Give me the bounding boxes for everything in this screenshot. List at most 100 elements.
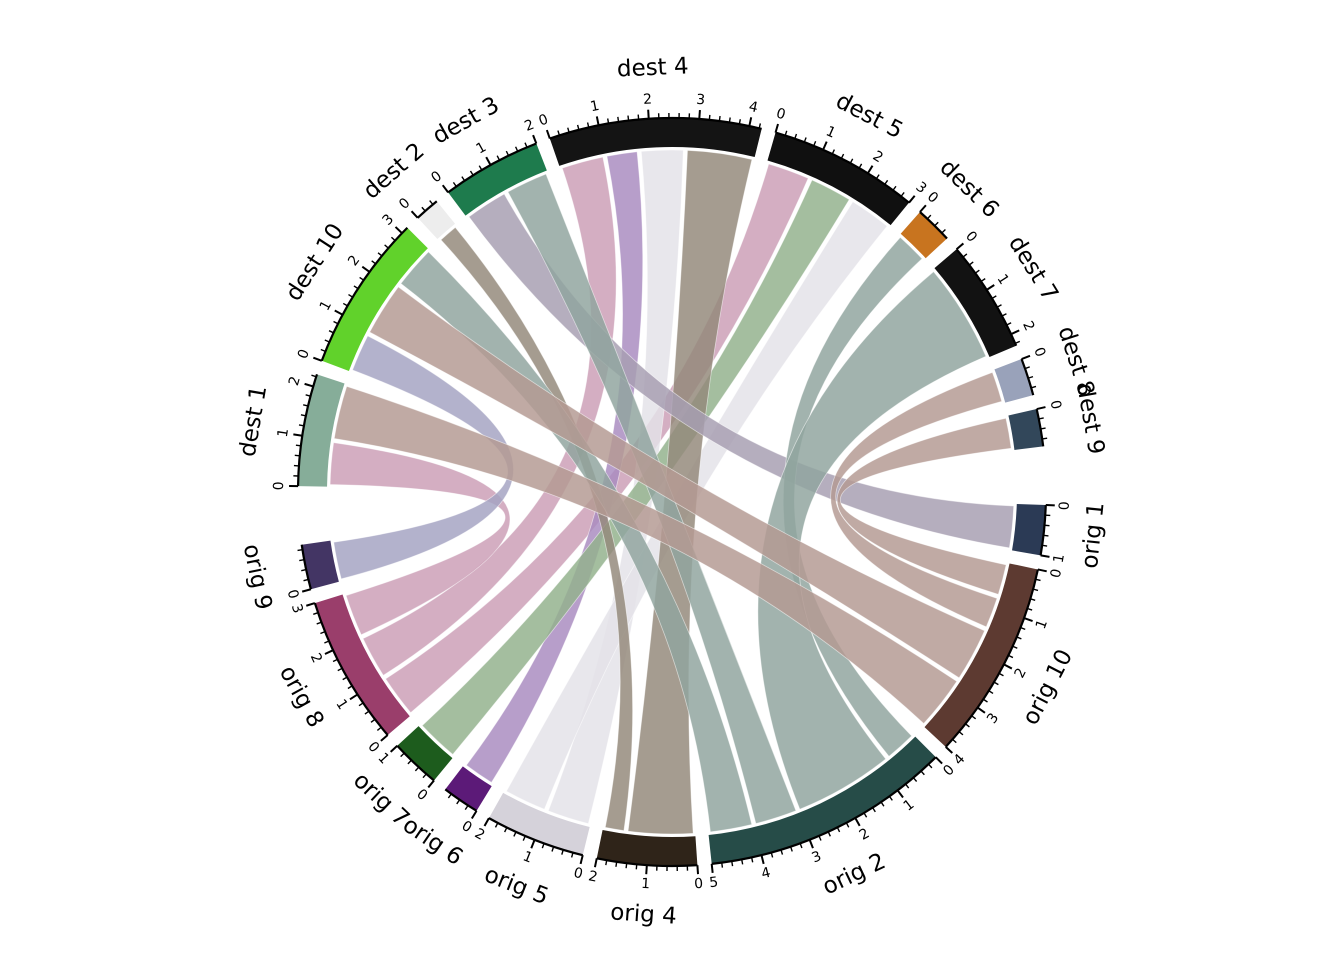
axis-tick-minor: [567, 127, 570, 133]
axis-tick-minor: [513, 831, 517, 837]
axis-tick-label: 0: [924, 189, 941, 207]
axis-tick-label: 0: [1048, 567, 1066, 579]
sector-band: [301, 540, 339, 590]
axis-tick-major: [305, 602, 316, 607]
axis-tick-minor: [845, 822, 850, 828]
axis-tick-minor: [557, 130, 561, 136]
axis-tick-major: [312, 356, 323, 362]
axis-tick-minor: [311, 374, 317, 378]
axis-tick-minor: [958, 731, 964, 736]
sector-axis-line: [919, 211, 948, 240]
axis-tick-minor: [328, 330, 334, 334]
sector-label-orig7: orig 7: [348, 767, 414, 832]
axis-tick-minor: [1042, 437, 1048, 440]
axis-tick-minor: [469, 170, 474, 176]
axis-tick-label: 0: [271, 481, 287, 490]
axis-tick-minor: [728, 117, 731, 123]
axis-tick-major: [822, 141, 828, 151]
axis-tick-minor: [407, 759, 412, 765]
axis-tick-major: [361, 265, 371, 273]
axis-tick-label: 0: [459, 818, 475, 836]
axis-tick-major: [977, 706, 986, 714]
axis-tick-minor: [980, 278, 986, 283]
axis-tick-minor: [429, 200, 434, 205]
axis-tick-minor: [300, 414, 306, 417]
axis-tick-minor: [371, 260, 377, 265]
axis-tick-minor: [831, 149, 836, 155]
sector-label-dest5: dest 5: [832, 88, 908, 144]
axis-tick-label: 2: [472, 826, 488, 844]
axis-tick-major: [760, 854, 765, 865]
axis-tick-minor: [927, 763, 933, 769]
axis-tick-minor: [353, 285, 359, 290]
axis-tick-label: 1: [994, 272, 1012, 288]
axis-tick-minor: [376, 726, 382, 731]
axis-tick-minor: [770, 852, 774, 858]
axis-tick-minor: [303, 578, 309, 582]
axis-tick-major: [696, 865, 700, 875]
axis-tick-minor: [996, 304, 1002, 308]
axis-tick-label: 0: [364, 739, 382, 756]
axis-tick-minor: [993, 681, 999, 686]
axis-tick-minor: [708, 114, 711, 120]
axis-tick-minor: [627, 115, 630, 121]
axis-tick-minor: [1035, 578, 1041, 582]
axis-tick-label: 1: [317, 298, 335, 313]
axis-tick-label: 2: [1019, 319, 1037, 334]
sector-label-orig10: orig 10: [1018, 645, 1078, 729]
axis-tick-minor: [884, 179, 889, 185]
sector-axis-line: [596, 857, 698, 868]
axis-tick-major: [301, 588, 312, 593]
sector-axis-line: [488, 817, 584, 857]
axis-tick-minor: [514, 146, 519, 152]
axis-tick-minor: [952, 738, 957, 744]
axis-tick-label: 2: [522, 117, 536, 135]
axis-tick-minor: [731, 861, 734, 867]
sector-band: [314, 594, 410, 736]
axis-tick-minor: [478, 165, 483, 171]
axis-tick-minor: [316, 621, 322, 625]
axis-tick-label: 0: [572, 865, 584, 883]
axis-tick-major: [647, 109, 650, 119]
axis-tick-label: 1: [374, 750, 392, 767]
axis-tick-major: [470, 810, 478, 820]
axis-tick-label: 1: [823, 123, 838, 141]
axis-tick-minor: [370, 718, 376, 723]
axis-tick-minor: [1027, 607, 1033, 611]
sector-band: [397, 726, 453, 781]
axis-tick-minor: [522, 835, 526, 841]
chord-ribbon-orig10-dest1: [333, 385, 958, 725]
axis-tick-minor: [998, 672, 1004, 677]
sector-band: [924, 563, 1038, 747]
axis-tick-minor: [333, 320, 339, 325]
chord-ribbon-orig10-dest8: [830, 371, 1003, 628]
sector-axis-line: [944, 569, 1039, 748]
axis-tick-label: 3: [913, 179, 930, 197]
sector-band: [549, 118, 762, 166]
axis-tick-label: 0: [413, 786, 430, 804]
axis-tick-label: 3: [696, 92, 706, 109]
axis-tick-minor: [615, 861, 618, 867]
axis-tick-major: [304, 382, 314, 388]
sector-axis-line: [300, 544, 312, 590]
axis-tick-minor: [934, 221, 939, 227]
axis-tick-label: 2: [1012, 666, 1030, 681]
axis-tick-minor: [849, 158, 854, 164]
axis-tick-minor: [342, 302, 348, 307]
axis-tick-minor: [342, 676, 348, 681]
axis-tick-minor: [347, 685, 353, 690]
axis-tick-label: 2: [345, 252, 363, 269]
axis-tick-minor: [1006, 322, 1012, 326]
axis-tick-major: [1003, 663, 1013, 670]
axis-tick-minor: [299, 558, 305, 562]
sector-label-orig4: orig 4: [609, 899, 677, 929]
axis-tick-label: 2: [857, 825, 873, 843]
axis-tick-label: 1: [275, 427, 292, 438]
sector-label-orig5: orig 5: [481, 862, 552, 911]
axis-tick-label: 3: [984, 710, 1002, 727]
axis-tick-minor: [298, 424, 305, 427]
axis-tick-minor: [320, 348, 326, 353]
axis-tick-minor: [900, 191, 905, 197]
